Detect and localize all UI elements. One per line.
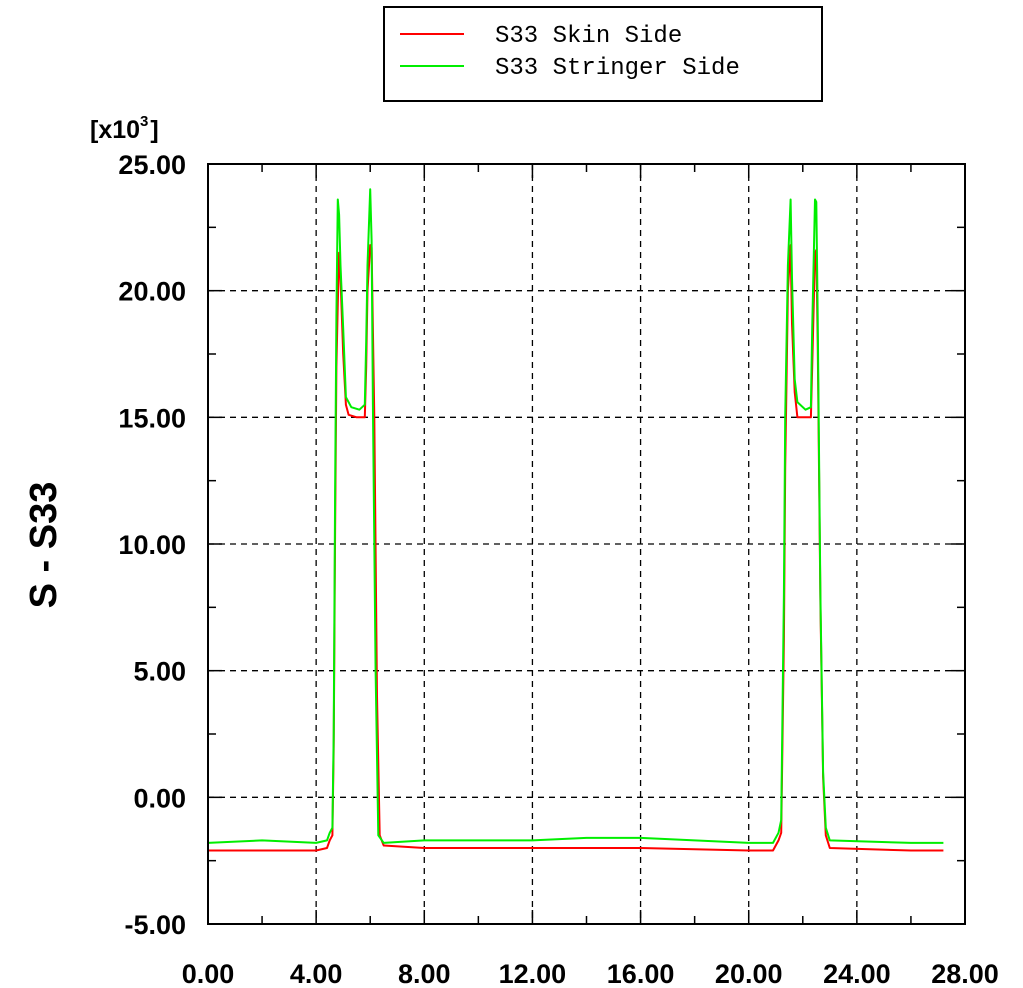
series-line-1 <box>208 244 944 852</box>
y-tick-labels: -5.00 0.00 5.00 10.00 15.00 20.00 25.00 <box>118 150 186 940</box>
y-tick-label: 25.00 <box>118 150 186 180</box>
y-multiplier-label: [x103] <box>90 113 159 144</box>
plot-frame <box>207 163 966 925</box>
y-multiplier-close: ] <box>150 116 158 144</box>
y-axis-label: S - S33 <box>23 482 65 609</box>
y-tick-label: 0.00 <box>133 783 186 813</box>
legend-label: S33 Stringer Side <box>495 55 740 82</box>
y-tick-label: -5.00 <box>124 910 186 940</box>
legend-box <box>383 6 823 102</box>
series-line-2 <box>207 188 944 844</box>
y-multiplier-base: [x10 <box>90 116 140 144</box>
y-tick-label: 15.00 <box>118 403 186 433</box>
x-tick-label: 4.00 <box>290 959 343 988</box>
legend-label: S33 Skin Side <box>495 23 682 50</box>
x-tick-label: 0.00 <box>182 959 235 988</box>
gridlines <box>208 164 965 924</box>
x-tick-label: 8.00 <box>398 959 451 988</box>
x-tick-label: 12.00 <box>499 959 567 988</box>
y-tick-label: 10.00 <box>118 530 186 560</box>
y-multiplier-exponent: 3 <box>140 113 148 130</box>
legend: S33 Skin Side S33 Stringer Side <box>383 6 823 102</box>
y-tick-label: 5.00 <box>133 657 186 687</box>
svg-text:[x103]: [x103] <box>90 113 159 144</box>
x-tick-label: 20.00 <box>715 959 783 988</box>
x-tick-label: 28.00 <box>931 959 999 988</box>
x-tick-label: 24.00 <box>823 959 891 988</box>
y-tick-label: 20.00 <box>118 277 186 307</box>
x-tick-labels: 0.00 4.00 8.00 12.00 16.00 20.00 24.00 28.00 <box>182 959 999 988</box>
x-tick-label: 16.00 <box>607 959 675 988</box>
series-layer <box>207 188 944 852</box>
